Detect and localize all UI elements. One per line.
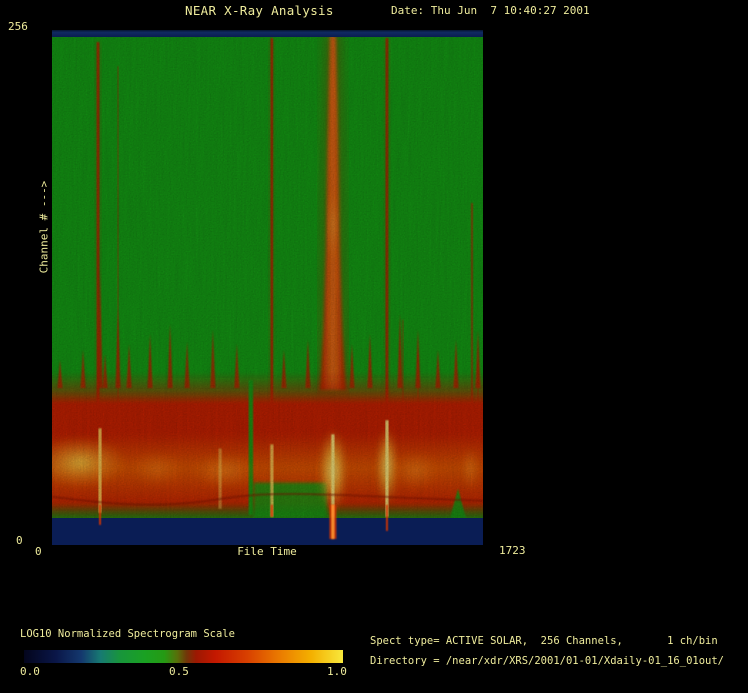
page-title: NEAR X-Ray Analysis <box>185 3 334 18</box>
x-axis-min-label: 0 <box>35 545 42 558</box>
colorbar-title: LOG10 Normalized Spectrogram Scale <box>20 628 235 640</box>
x-axis-title: File Time <box>237 545 297 558</box>
spectrogram-image <box>32 30 486 545</box>
spect-type-line: Spect type= ACTIVE SOLAR, 256 Channels, … <box>370 635 718 647</box>
y-axis-title: Channel # ---> <box>37 180 51 274</box>
directory-line: Directory = /near/xdr/XRS/2001/01-01/Xda… <box>370 655 725 667</box>
colorbar-tick-max: 1.0 <box>327 665 347 678</box>
spectrogram-plot <box>32 30 486 545</box>
date-label: Date: Thu Jun 7 10:40:27 2001 <box>391 4 590 17</box>
x-axis-max-label: 1723 <box>499 544 526 557</box>
colorbar-tick-mid: 0.5 <box>169 665 189 678</box>
y-axis-min-label: 0 <box>16 534 23 547</box>
colorbar-tick-min: 0.0 <box>20 665 40 678</box>
y-axis-max-label: 256 <box>8 20 28 33</box>
colorbar-gradient <box>24 650 343 663</box>
